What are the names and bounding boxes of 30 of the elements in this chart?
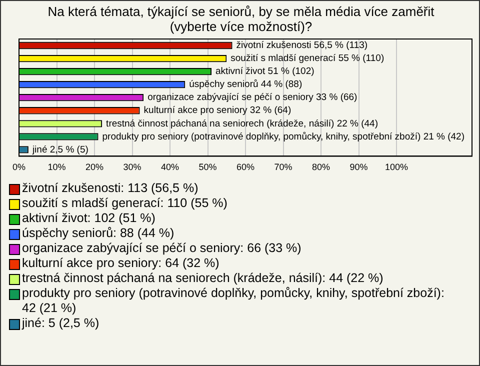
text: kulturní akce pro seniory: 64 (32 %) <box>22 256 220 271</box>
x-tick-label: 90% <box>350 162 368 172</box>
x-tick-label: 100% <box>384 162 408 172</box>
data-label: aktivní život 51 % (102) <box>216 66 314 78</box>
chart-title: Na která témata, týkající se seniorů, by se měla média více zaměřit (vyberte více možností)? <box>46 4 436 34</box>
data-label: kulturní akce pro seniory 32 % (64) <box>144 105 292 116</box>
data-label: úspěchy seniorů 44 % (88) <box>189 79 302 90</box>
text: úspěchy seniorů: 88 (44 %) <box>22 226 174 241</box>
x-tick-label: 0% <box>12 162 26 172</box>
x-tick-label: 80% <box>312 162 330 172</box>
text: jiné: 5 (2,5 %) <box>22 316 100 331</box>
text: životní zkušenosti: 113 (56,5 %) <box>22 181 198 196</box>
data-label: trestná činnost páchaná na seniorech (krádeže, násilí) 22 % (44) <box>106 118 378 130</box>
x-tick-label: 10% <box>48 162 66 172</box>
x-tick-label: 40% <box>160 162 180 172</box>
text: soužití s mladší generací: 110 (55 %) <box>22 196 228 211</box>
data-label: jiné 2,5 % (5) <box>31 144 88 156</box>
data-label: produkty pro seniory (potravinové doplňky, pomůcky, knihy, spotřební zboží) 21 % (42) <box>102 131 465 142</box>
data-label: životní zkušenosti 56,5 % (113) <box>236 40 368 52</box>
data-label: organizace zabývající se péčí o seniory 33 % (66) <box>148 92 358 104</box>
x-tick-label: 30% <box>123 162 142 172</box>
x-tick-label: 70% <box>274 162 292 172</box>
data-label: soužití s mladší generací 55 % (110) <box>230 53 384 64</box>
text: organizace zabývající se péčí o seniory: 66 (33 %) <box>22 241 302 256</box>
x-tick-label: 60% <box>236 162 255 172</box>
text: produkty pro seniory (potravinové doplňky, pomůcky, knihy, spotřební zboží): 42 (21 %) <box>22 286 446 316</box>
x-tick-label: 20% <box>85 162 104 172</box>
text: trestná činnost páchaná na seniorech (krádeže, násilí): 44 (22 %) <box>22 271 384 286</box>
x-tick-label: 50% <box>198 162 217 172</box>
text: aktivní život: 102 (51 %) <box>22 211 156 226</box>
